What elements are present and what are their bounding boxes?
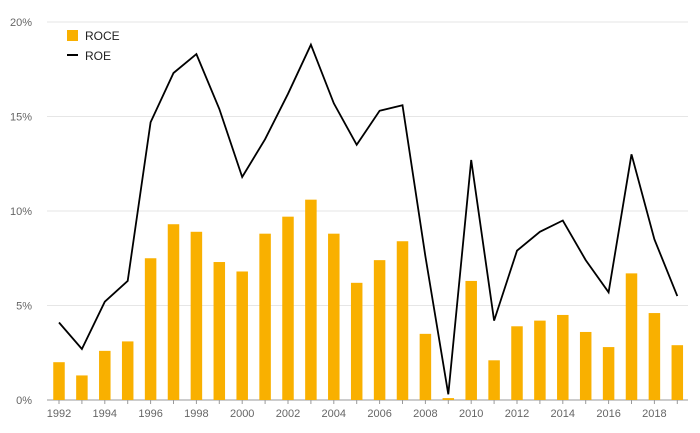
roce-bar	[442, 398, 455, 400]
x-tick-label: 2012	[505, 408, 529, 420]
gridlines	[47, 21, 688, 401]
x-tick-label: 2018	[642, 408, 666, 420]
roce-bar	[167, 224, 180, 400]
roce-bar	[76, 375, 88, 400]
x-tick-label: 2002	[276, 408, 300, 420]
y-tick-label: 0%	[16, 395, 32, 407]
roce-bar	[488, 360, 500, 400]
roe-line	[58, 42, 679, 395]
x-tick-label: 2000	[230, 408, 254, 420]
roce-bar	[396, 241, 409, 400]
x-tick-label: 2014	[551, 408, 575, 420]
roce-bar	[579, 331, 592, 400]
x-tick-label: 1996	[138, 408, 162, 420]
roce-bar	[213, 262, 226, 400]
x-tick-label: 2008	[413, 408, 437, 420]
roce-bar	[121, 341, 134, 400]
roce-bar	[648, 313, 661, 400]
roce-bar	[511, 326, 523, 400]
x-tick-label: 1994	[93, 408, 117, 420]
roce-bar	[671, 345, 684, 400]
legend-label-roce: ROCE	[85, 29, 120, 43]
roce-bars	[53, 199, 684, 400]
y-tick-label: 10%	[10, 206, 32, 218]
x-tick-label: 2016	[596, 408, 620, 420]
roce-bar	[534, 320, 546, 400]
y-tick-label: 15%	[10, 112, 32, 124]
x-tick-label: 2010	[459, 408, 483, 420]
roce-bar	[625, 273, 638, 400]
roce-bar	[350, 282, 363, 400]
roce-bar	[282, 216, 294, 400]
y-tick-label: 20%	[10, 17, 32, 29]
roe-line-group	[58, 42, 679, 395]
roce-bar	[144, 258, 157, 400]
roce-bar	[419, 333, 432, 400]
x-axis: 1992 1994 1996 1998 2000 2002 2004 2006 2008 2010…	[47, 400, 678, 420]
roce-bar	[557, 314, 569, 400]
legend: ROCE ROE	[67, 29, 120, 63]
roce-bar	[53, 362, 65, 400]
roce-bar	[328, 233, 340, 400]
legend-swatch-roce	[67, 30, 78, 41]
roce-bar	[373, 260, 386, 400]
x-tick-label: 2006	[367, 408, 391, 420]
roce-bar	[190, 231, 203, 400]
roce-bar	[602, 347, 615, 400]
roce-bar	[259, 233, 271, 400]
roce-bar	[465, 280, 477, 400]
roce-bar	[236, 271, 248, 400]
y-tick-label: 5%	[16, 301, 32, 313]
x-tick-label: 1992	[47, 408, 71, 420]
roce-bar	[99, 350, 111, 400]
x-tick-label: 2004	[322, 408, 346, 420]
y-axis: 0% 5% 10% 15% 20%	[10, 17, 32, 407]
roce-bar	[305, 199, 317, 400]
x-tick-label: 1998	[184, 408, 208, 420]
legend-label-roe: ROE	[85, 49, 111, 63]
